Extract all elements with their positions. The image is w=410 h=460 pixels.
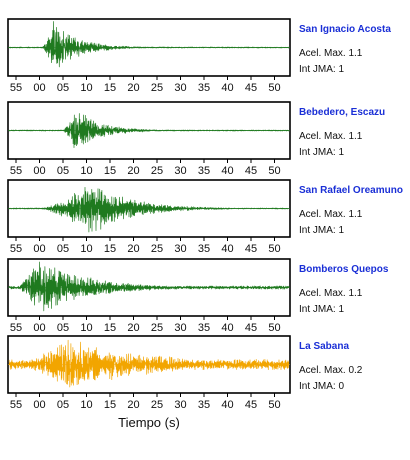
x-tick-label: 10 — [80, 399, 92, 411]
x-tick-label: 25 — [151, 322, 163, 334]
x-tick-label: 45 — [245, 82, 257, 94]
x-tick-label: 40 — [221, 399, 233, 411]
x-tick-label: 30 — [174, 243, 186, 255]
x-tick-label: 10 — [80, 322, 92, 334]
x-tick-label: 40 — [221, 243, 233, 255]
x-tick-label: 35 — [198, 322, 210, 334]
x-tick-label: 25 — [151, 243, 163, 255]
x-axis-label: Tiempo (s) — [118, 415, 180, 430]
panel-4: 55 00 05 10 15 20 25 30 35 40 45 50 — [7, 258, 291, 334]
int-jma-label: Int JMA: 0 — [299, 381, 345, 392]
x-tick-label: 05 — [57, 243, 69, 255]
panel-5: 55 00 05 10 15 20 25 30 35 40 45 50 — [7, 335, 291, 411]
x-tick-label: 00 — [33, 322, 45, 334]
x-tick-label: 45 — [245, 322, 257, 334]
waveform — [8, 21, 290, 68]
station-name: San Ignacio Acosta — [299, 24, 391, 35]
x-tick-label: 50 — [268, 243, 280, 255]
x-tick-label: 35 — [198, 243, 210, 255]
waveform — [8, 186, 289, 233]
x-tick-label: 40 — [221, 82, 233, 94]
x-tick-label: 30 — [174, 322, 186, 334]
panel-1: 55 00 05 10 15 20 25 30 35 40 45 50 — [7, 18, 291, 94]
x-tick-label: 10 — [80, 243, 92, 255]
x-tick-label: 50 — [268, 165, 280, 177]
x-tick-label: 35 — [198, 82, 210, 94]
x-tick-label: 10 — [80, 82, 92, 94]
x-tick-label: 55 — [10, 82, 22, 94]
waveform — [8, 339, 290, 388]
x-tick-label: 15 — [104, 165, 116, 177]
x-tick-label: 20 — [127, 399, 139, 411]
int-jma-label: Int JMA: 1 — [299, 225, 345, 236]
x-tick-label: 55 — [10, 243, 22, 255]
x-tick-label: 00 — [33, 243, 45, 255]
x-tick-label: 15 — [104, 243, 116, 255]
x-tick-label: 25 — [151, 165, 163, 177]
acel-max-label: Acel. Max. 1.1 — [299, 288, 363, 299]
panel-3: 55 00 05 10 15 20 25 30 35 40 45 50 — [7, 179, 291, 255]
x-tick-label: 20 — [127, 243, 139, 255]
x-tick-label: 25 — [151, 399, 163, 411]
x-tick-label: 15 — [104, 322, 116, 334]
x-tick-label: 15 — [104, 399, 116, 411]
x-tick-label: 50 — [268, 82, 280, 94]
x-tick-label: 30 — [174, 165, 186, 177]
x-tick-label: 50 — [268, 322, 280, 334]
waveform — [8, 113, 290, 148]
x-tick-label: 05 — [57, 82, 69, 94]
x-tick-label: 35 — [198, 165, 210, 177]
x-tick-label: 05 — [57, 399, 69, 411]
station-name: Bomberos Quepos — [299, 264, 389, 275]
x-tick-label: 30 — [174, 399, 186, 411]
acel-max-label: Acel. Max. 1.1 — [299, 48, 363, 59]
x-tick-label: 55 — [10, 165, 22, 177]
int-jma-label: Int JMA: 1 — [299, 304, 345, 315]
x-tick-label: 00 — [33, 82, 45, 94]
x-tick-label: 55 — [10, 322, 22, 334]
x-tick-label: 20 — [127, 165, 139, 177]
x-tick-label: 05 — [57, 322, 69, 334]
x-tick-label: 50 — [268, 399, 280, 411]
x-tick-label: 40 — [221, 322, 233, 334]
x-tick-label: 45 — [245, 165, 257, 177]
x-tick-label: 45 — [245, 399, 257, 411]
x-tick-label: 20 — [127, 82, 139, 94]
panel-2: 55 00 05 10 15 20 25 30 35 40 45 50 — [7, 101, 291, 177]
x-tick-label: 00 — [33, 399, 45, 411]
x-tick-label: 40 — [221, 165, 233, 177]
x-tick-label: 25 — [151, 82, 163, 94]
x-tick-label: 35 — [198, 399, 210, 411]
int-jma-label: Int JMA: 1 — [299, 64, 345, 75]
station-name: San Rafael Oreamuno — [299, 185, 403, 196]
x-tick-label: 05 — [57, 165, 69, 177]
x-tick-label: 55 — [10, 399, 22, 411]
int-jma-label: Int JMA: 1 — [299, 147, 345, 158]
waveform — [8, 261, 290, 312]
station-name: La Sabana — [299, 341, 350, 352]
x-tick-label: 00 — [33, 165, 45, 177]
x-tick-label: 30 — [174, 82, 186, 94]
x-tick-label: 45 — [245, 243, 257, 255]
x-tick-label: 20 — [127, 322, 139, 334]
x-tick-label: 10 — [80, 165, 92, 177]
acel-max-label: Acel. Max. 1.1 — [299, 131, 363, 142]
station-name: Bebedero, Escazu — [299, 107, 386, 118]
acel-max-label: Acel. Max. 1.1 — [299, 209, 363, 220]
x-tick-label: 15 — [104, 82, 116, 94]
acel-max-label: Acel. Max. 0.2 — [299, 365, 363, 376]
